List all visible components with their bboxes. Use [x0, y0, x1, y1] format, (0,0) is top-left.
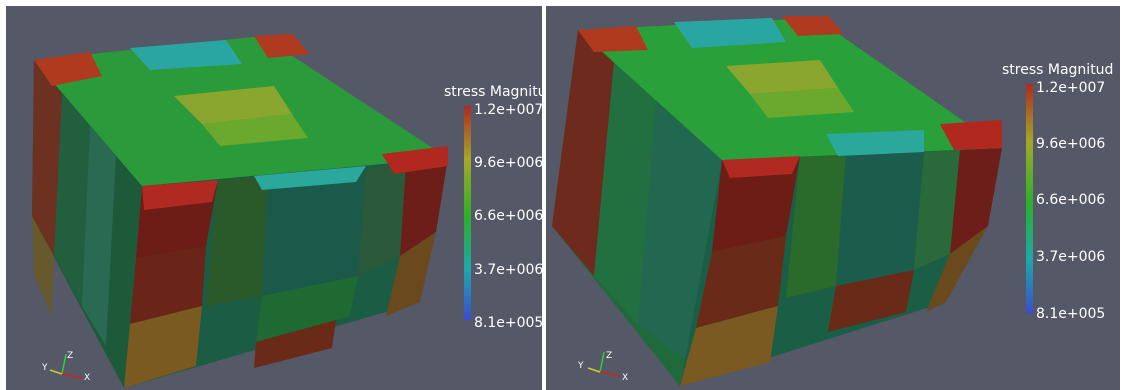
axis-y-label: Y	[577, 361, 584, 371]
axis-z-label: Z	[67, 351, 73, 361]
legend-tick: 9.6e+006	[1036, 136, 1106, 152]
color-legend-bar	[1026, 84, 1033, 314]
mesh-cube-right[interactable]	[546, 6, 1120, 390]
render-viewport-right[interactable]: stress Magnitud 1.2e+007 9.6e+006 6.6e+0…	[546, 6, 1120, 390]
legend-tick-min: 8.1e+005	[474, 315, 542, 331]
legend-tick: 9.6e+006	[474, 155, 542, 171]
axis-z-label: Z	[606, 351, 612, 361]
axis-x-label: X	[84, 373, 90, 383]
orientation-axes-icon: Z X Y	[577, 351, 628, 383]
legend-title: stress Magnitud	[1002, 62, 1114, 78]
legend-tick-max: 1.2e+007	[1036, 80, 1106, 96]
legend-tick: 6.6e+006	[474, 208, 542, 224]
color-legend-bar	[464, 106, 471, 320]
legend-tick: 3.7e+006	[1036, 249, 1106, 265]
axis-y-label: Y	[41, 363, 48, 373]
orientation-axes-icon: Z X Y	[41, 351, 90, 383]
render-viewport-left[interactable]: stress Magnitu 1.2e+007 9.6e+006 6.6e+00…	[6, 6, 542, 390]
legend-tick-max: 1.2e+007	[474, 102, 542, 118]
legend-tick-min: 8.1e+005	[1036, 306, 1106, 322]
mesh-cube-left[interactable]	[6, 6, 542, 390]
legend-tick: 6.6e+006	[1036, 192, 1106, 208]
axis-x-label: X	[622, 373, 628, 383]
legend-title: stress Magnitu	[444, 84, 542, 100]
legend-tick: 3.7e+006	[474, 262, 542, 278]
